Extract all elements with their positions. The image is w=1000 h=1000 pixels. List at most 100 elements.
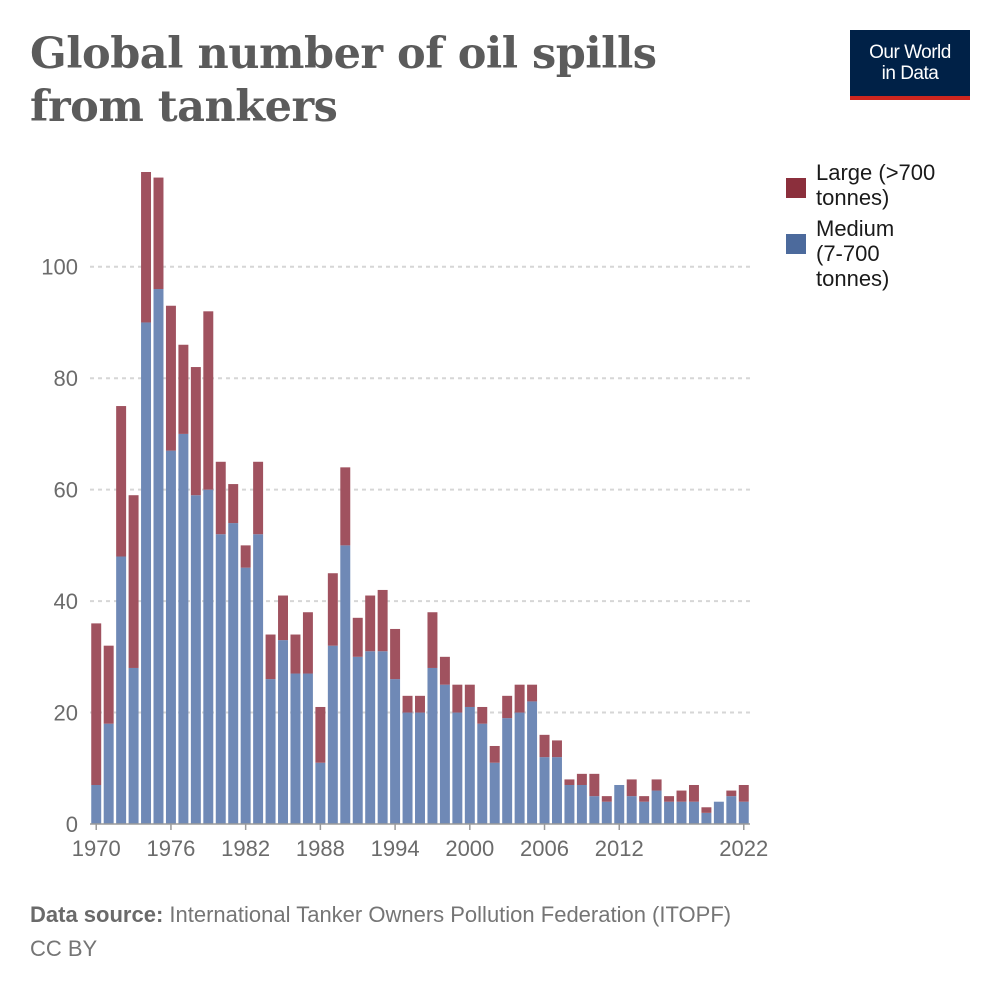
legend-label-large-line2: tonnes) (816, 185, 890, 210)
bar-large (402, 695, 413, 713)
bar-large (626, 779, 637, 797)
bar-large (340, 467, 351, 546)
bar-large (415, 695, 425, 713)
source-link[interactable]: International Tanker Owners Pollution Fe… (169, 902, 732, 927)
bar-medium (265, 679, 276, 824)
bar-medium (701, 812, 712, 824)
bar-medium (340, 545, 351, 824)
legend-swatch-large (786, 178, 806, 198)
license[interactable]: CC BY (30, 936, 98, 961)
bar-large (91, 623, 102, 785)
bar-large (664, 796, 675, 802)
x-tick-label: 2006 (520, 836, 569, 861)
bar-large (165, 305, 176, 451)
y-tick-label: 100 (41, 255, 78, 280)
legend: Large (>700 tonnes) Medium (7-700 tonnes… (786, 160, 986, 297)
bar-medium (240, 567, 251, 824)
bar-medium (153, 289, 164, 824)
bar-medium (415, 712, 425, 824)
bar-large (265, 634, 276, 680)
legend-swatch-medium (786, 234, 806, 254)
bar-large (464, 684, 475, 707)
footer: Data source: International Tanker Owners… (30, 898, 970, 966)
bar-medium (514, 712, 525, 824)
bar-large (128, 495, 139, 668)
x-tick-label: 2022 (719, 836, 768, 861)
bar-large (315, 706, 326, 763)
bar-medium (564, 784, 575, 824)
bar-large (676, 790, 687, 802)
bar-medium (377, 651, 388, 824)
bar-medium (141, 322, 152, 824)
bar-large (477, 706, 488, 724)
chart-title: Global number of oil spills from tankers (30, 29, 657, 132)
bar-large (701, 807, 712, 813)
bar-large (502, 695, 513, 719)
legend-item-large[interactable]: Large (>700 tonnes) (786, 160, 986, 210)
bar-medium (688, 801, 699, 824)
bar-large (651, 779, 662, 791)
bar-medium (190, 495, 201, 824)
bar-large (116, 406, 127, 557)
bar-large (141, 172, 152, 323)
bar-medium (390, 679, 401, 824)
bar-medium (178, 433, 189, 824)
bar-large (352, 617, 363, 657)
bar-large (688, 784, 699, 802)
bar-medium (576, 784, 587, 824)
bar-medium (601, 801, 612, 824)
bar-large (514, 684, 525, 713)
bar-large (103, 645, 114, 724)
legend-item-medium[interactable]: Medium (7-700 tonnes) (786, 216, 986, 291)
bar-large (178, 344, 189, 434)
bar-medium (365, 651, 376, 824)
bar-large (738, 784, 749, 802)
bar-large (527, 684, 538, 702)
bar-medium (452, 712, 463, 824)
bar-medium (103, 723, 114, 824)
bar-medium (539, 757, 550, 824)
bar-medium (738, 801, 749, 824)
bar-large (552, 740, 562, 758)
bar-medium (439, 684, 450, 824)
x-tick-label: 1976 (146, 836, 195, 861)
bar-large (639, 796, 650, 802)
bar-medium (489, 762, 500, 824)
bar-large (576, 773, 587, 785)
bar-large (601, 796, 612, 802)
bar-medium (203, 489, 214, 824)
bar-large (539, 734, 550, 758)
bar-large (203, 311, 214, 490)
bar-large (564, 779, 575, 785)
bar-medium (128, 667, 139, 824)
y-tick-label: 60 (54, 478, 78, 503)
bar-large (190, 367, 201, 496)
owid-logo[interactable]: Our World in Data (850, 30, 970, 100)
bar-medium (626, 796, 637, 824)
bar-large (439, 656, 450, 685)
bar-large (228, 484, 239, 524)
bar-large (253, 461, 264, 535)
bar-medium (427, 667, 438, 824)
bar-medium (290, 673, 301, 824)
bar-large (390, 628, 401, 680)
bar-large (377, 589, 388, 652)
bar-large (215, 461, 226, 535)
bar-large (589, 773, 600, 797)
bar-large (302, 612, 313, 674)
bar-medium (726, 796, 737, 824)
bar-medium (165, 450, 176, 824)
y-tick-label: 80 (54, 366, 78, 391)
bar-medium (302, 673, 313, 824)
bar-large (240, 545, 251, 568)
x-tick-label: 1970 (72, 836, 121, 861)
x-tick-label: 1982 (221, 836, 270, 861)
bar-medium (713, 801, 724, 824)
bar-medium (253, 534, 264, 824)
bar-large (153, 177, 164, 290)
bar-medium (327, 645, 338, 824)
bar-large (452, 684, 463, 713)
bar-medium (527, 701, 538, 824)
x-tick-label: 2000 (445, 836, 494, 861)
